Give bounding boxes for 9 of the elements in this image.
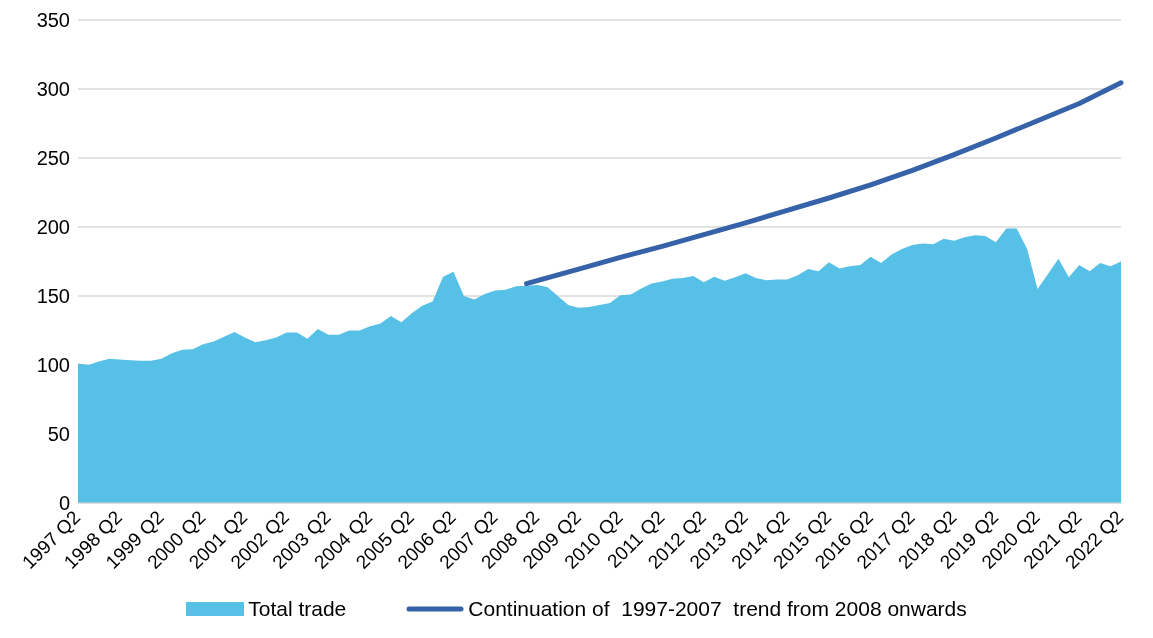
legend-label: Continuation of 1997-2007 trend from 2008 onwards: [468, 597, 967, 621]
y-tick-label: 100: [36, 354, 70, 377]
y-tick-label: 150: [36, 285, 70, 308]
y-tick-label: 300: [36, 78, 70, 101]
y-tick-label: 200: [36, 216, 70, 239]
y-tick-label: 350: [36, 9, 70, 32]
legend-label: Total trade: [248, 597, 347, 621]
y-tick-label: 50: [47, 423, 70, 446]
y-tick-label: 250: [36, 147, 70, 170]
